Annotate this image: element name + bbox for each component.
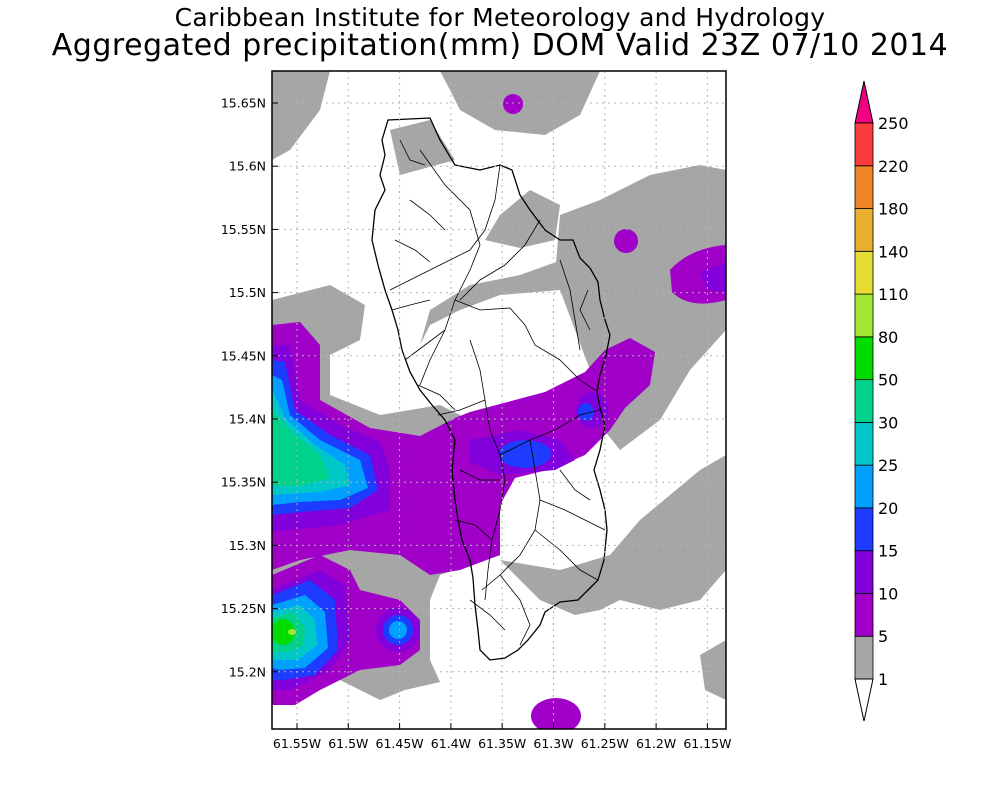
lat-lon-grid: [272, 71, 726, 729]
latitude-axis: 15.65N 15.6N 15.55N 15.5N 15.45N 15.4N 15.35N 1…: [221, 96, 278, 679]
lon-tick-label: 61.55W: [273, 736, 321, 751]
precip-area-30-50mm: [272, 410, 330, 486]
colorbar-label: 25: [878, 456, 898, 475]
lon-tick-label: 61.2W: [636, 736, 676, 751]
lat-tick-label: 15.6N: [229, 159, 266, 174]
colorbar-label: 30: [878, 413, 898, 432]
lon-tick-label: 61.4W: [431, 736, 471, 751]
precip-area-1-5mm: [500, 455, 726, 615]
precip-area-15-20mm: [499, 440, 551, 468]
colorbar-label: 15: [878, 542, 898, 561]
lon-tick-label: 61.45W: [376, 736, 424, 751]
colorbar-swatch: [854, 635, 874, 680]
precip-area-80-110mm: [288, 629, 296, 635]
colorbar-label: 110: [878, 285, 909, 304]
colorbar-label: 10: [878, 584, 898, 603]
colorbar-label: 220: [878, 157, 909, 176]
colorbar-label: 1: [878, 670, 888, 689]
lat-tick-label: 15.5N: [229, 285, 266, 300]
lon-tick-label: 61.3W: [533, 736, 573, 751]
precip-area-5-10mm: [531, 698, 581, 729]
lat-tick-label: 15.3N: [229, 538, 266, 553]
precip-area-1-5mm: [485, 190, 560, 248]
colorbar-swatch: [854, 507, 874, 552]
colorbar-swatch: [854, 464, 874, 509]
lat-tick-label: 15.35N: [221, 475, 266, 490]
lat-tick-label: 15.45N: [221, 348, 266, 363]
colorbar-label: 5: [878, 627, 888, 646]
precip-area-10-15mm: [700, 262, 726, 292]
precip-area-20-25mm: [389, 621, 407, 639]
colorbar-label: 20: [878, 499, 898, 518]
lat-tick-label: 15.25N: [221, 601, 266, 616]
precip-area-15-20mm: [578, 403, 594, 421]
precip-area-1-5mm: [700, 640, 726, 700]
colorbar-swatch: [854, 208, 874, 252]
lon-tick-label: 61.35W: [478, 736, 526, 751]
lat-tick-label: 15.4N: [229, 412, 266, 427]
lat-tick-label: 15.55N: [221, 222, 266, 237]
colorbar-min-arrow: [854, 678, 874, 722]
colorbar-swatch: [854, 336, 874, 381]
colorbar-swatch: [854, 593, 874, 637]
precip-area-1-5mm: [390, 120, 455, 175]
colorbar-label: 50: [878, 371, 898, 390]
colorbar-label: 180: [878, 200, 909, 219]
colorbar-swatch: [854, 379, 874, 423]
colorbar-max-arrow: [854, 80, 874, 124]
colorbar-swatch: [854, 165, 874, 209]
lat-tick-label: 15.65N: [221, 96, 266, 111]
longitude-axis: 61.55W 61.5W 61.45W 61.4W 61.35W 61.3W 61.25W 6…: [273, 723, 731, 751]
colorbar-label: 250: [878, 114, 909, 133]
colorbar-swatch: [854, 293, 874, 338]
precip-area-5-10mm: [503, 94, 523, 114]
colorbar-swatch: [854, 550, 874, 594]
lat-tick-label: 15.2N: [229, 664, 266, 679]
map-frame: [271, 70, 727, 730]
colorbar-swatch: [854, 122, 874, 167]
lon-tick-label: 61.15W: [683, 736, 731, 751]
colorbar-label: 140: [878, 242, 909, 261]
title-institute: Caribbean Institute for Meteorology and …: [174, 3, 826, 32]
title-product: Aggregated precipitation(mm) DOM Valid 2…: [51, 28, 949, 63]
colorbar-swatch: [854, 421, 874, 466]
lon-tick-label: 61.25W: [581, 736, 629, 751]
precip-area-5-10mm: [614, 229, 638, 253]
lon-tick-label: 61.5W: [328, 736, 368, 751]
precip-area-50-80mm: [272, 619, 295, 645]
colorbar-swatch: [854, 250, 874, 295]
colorbar-label: 80: [878, 328, 898, 347]
precip-area-1-5mm: [272, 71, 330, 160]
precipitation-field: [272, 71, 726, 729]
